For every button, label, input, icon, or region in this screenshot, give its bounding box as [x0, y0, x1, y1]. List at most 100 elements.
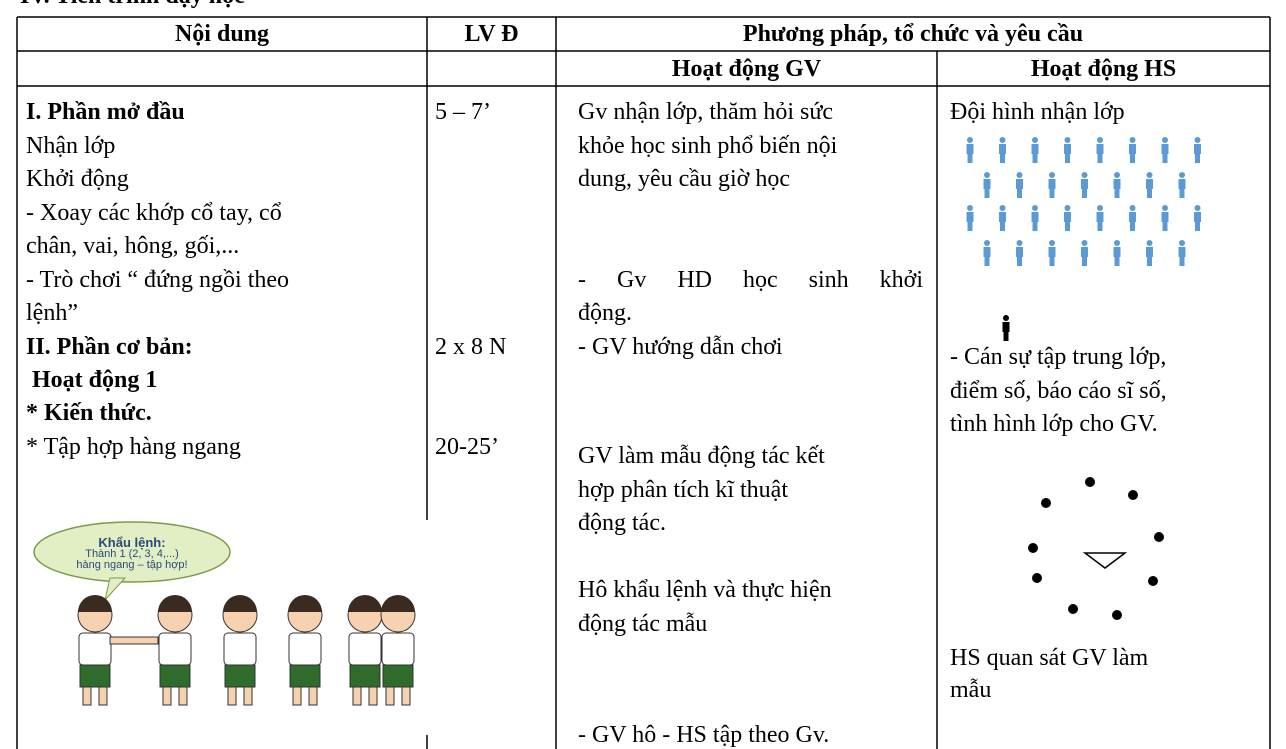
- person-body: [1113, 247, 1121, 257]
- kid-shirt: [348, 632, 382, 666]
- kid-leg: [401, 686, 411, 706]
- person-body: [1096, 212, 1104, 222]
- speech-bubble: [33, 521, 231, 583]
- kid-shirt: [78, 632, 112, 666]
- person-legs: [1162, 154, 1168, 163]
- kid-leg: [308, 686, 318, 706]
- heading: IV. Tiến trình dạy học: [20, 0, 245, 10]
- person-body: [1096, 144, 1104, 154]
- person-legs: [1049, 189, 1055, 198]
- kid-shorts: [349, 664, 381, 688]
- person-body: [1016, 179, 1023, 189]
- person-legs: [1130, 154, 1135, 163]
- kid-hair: [348, 595, 382, 612]
- subheader-cell: Hoạt động GV: [671, 56, 822, 82]
- kid-leg: [98, 686, 108, 706]
- person-body: [1146, 179, 1153, 189]
- person-legs: [1195, 154, 1200, 163]
- person-legs: [1097, 222, 1103, 231]
- time-line: 2 x 8 N: [435, 334, 507, 360]
- person-head: [1114, 240, 1120, 246]
- teacher-line: Hô khẩu lệnh và thực hiện: [578, 577, 832, 603]
- kid-hair: [223, 595, 257, 612]
- student-line: HS quan sát GV làm: [950, 645, 1149, 671]
- person-head: [1114, 172, 1120, 178]
- teacher-line: hợp phân tích kĩ thuật: [578, 477, 788, 503]
- kid-shirt: [223, 632, 257, 666]
- person-body: [1064, 212, 1071, 222]
- person-legs: [1082, 189, 1087, 198]
- person-body: [1002, 322, 1010, 332]
- person-legs: [1017, 189, 1022, 198]
- formation-dots: [1028, 477, 1164, 620]
- person-head: [1064, 137, 1071, 143]
- teacher-line: - GV hướng dẫn chơi: [578, 334, 783, 360]
- teacher-line: dung, yêu cầu giờ học: [578, 166, 790, 192]
- person-legs: [1032, 222, 1038, 231]
- person-head: [1194, 137, 1201, 143]
- person-body: [1194, 212, 1201, 222]
- person-head: [1129, 205, 1136, 211]
- content-line: - Trò chơi “ đứng ngồi theo: [26, 267, 290, 293]
- student-line: - Cán sự tập trung lớp,: [950, 344, 1167, 370]
- person-legs: [1017, 257, 1022, 266]
- person-head: [1146, 172, 1153, 178]
- person-body: [1194, 144, 1201, 154]
- person-head: [1097, 205, 1103, 211]
- teacher-line: động.: [578, 300, 632, 326]
- person-head: [1097, 137, 1103, 143]
- teacher-line: GV làm mẫu động tác kết: [578, 443, 825, 469]
- teacher-line: Gv nhận lớp, thăm hỏi sức: [578, 99, 833, 125]
- time-line: 5 – 7’: [435, 99, 491, 125]
- person-legs: [1195, 222, 1200, 231]
- person-body: [999, 212, 1006, 222]
- person-legs: [1082, 257, 1087, 266]
- person-body: [1129, 212, 1136, 222]
- content-line: - Xoay các khớp cổ tay, cổ: [26, 200, 282, 226]
- content-line: II. Phần cơ bản:: [26, 334, 193, 360]
- person-legs: [1114, 257, 1120, 266]
- caption-line: Khẩu lệnh:: [98, 535, 166, 550]
- person-head: [1179, 172, 1185, 178]
- person-body: [1161, 144, 1169, 154]
- kid-leg: [352, 686, 362, 706]
- person-legs: [1147, 189, 1152, 198]
- teacher-line: động tác mẫu: [578, 611, 708, 637]
- content-line: Nhận lớp: [26, 133, 116, 159]
- content-line: * Kiến thức.: [26, 400, 152, 426]
- teacher-line: động tác.: [578, 510, 666, 536]
- teacher-line: - Gv HD học sinh khởi: [578, 267, 923, 293]
- person-legs: [1179, 189, 1185, 198]
- person-legs: [1065, 154, 1070, 163]
- person-head: [1146, 240, 1153, 246]
- person-head: [984, 172, 990, 178]
- kid-leg: [82, 686, 92, 706]
- person-head: [1162, 137, 1168, 143]
- person-body: [1178, 247, 1186, 257]
- person-legs: [1065, 222, 1070, 231]
- content-line: chân, vai, hông, gối,...: [26, 233, 240, 259]
- person-head: [1032, 137, 1038, 143]
- kid-leg: [368, 686, 378, 706]
- teacher-line: - GV hô - HS tập theo Gv.: [578, 722, 830, 748]
- person-body: [1178, 179, 1186, 189]
- content-line: Khởi động: [26, 166, 129, 192]
- person-body: [983, 247, 991, 257]
- kid-leg: [385, 686, 395, 706]
- person-body: [1048, 179, 1056, 189]
- person-head: [1081, 240, 1088, 246]
- person-body: [1113, 179, 1121, 189]
- teacher-triangle: [1082, 552, 1128, 569]
- person-legs: [1032, 154, 1038, 163]
- person-head: [984, 240, 990, 246]
- person-legs: [984, 189, 990, 198]
- person-legs: [1130, 222, 1135, 231]
- person-body: [1129, 144, 1136, 154]
- person-head: [1003, 315, 1009, 321]
- bubble-tail: [104, 577, 127, 602]
- person-legs: [967, 222, 973, 231]
- kid-leg: [178, 686, 188, 706]
- person-head: [1032, 205, 1038, 211]
- person-head: [1162, 205, 1168, 211]
